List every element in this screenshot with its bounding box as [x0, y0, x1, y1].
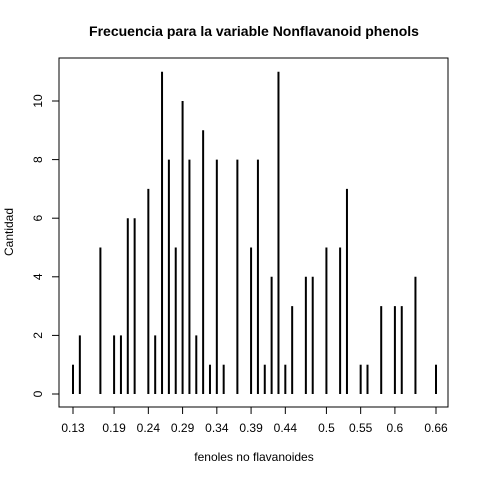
x-tick-label: 0.13 [61, 421, 85, 435]
y-tick-label: 2 [31, 332, 45, 339]
y-tick-label: 0 [31, 390, 45, 397]
x-tick-label: 0.55 [349, 421, 373, 435]
y-tick-label: 8 [31, 156, 45, 163]
x-tick-label: 0.24 [137, 421, 161, 435]
y-tick-label: 4 [31, 273, 45, 280]
y-axis: 0 2 4 6 8 10 [31, 94, 60, 397]
x-tick-label: 0.5 [318, 421, 335, 435]
y-tick-label: 10 [31, 94, 45, 108]
x-tick-label: 0.44 [274, 421, 298, 435]
x-tick-label: 0.34 [205, 421, 229, 435]
plot-frame [58, 57, 449, 408]
y-axis-label: Cantidad [2, 208, 16, 256]
x-tick-label: 0.19 [102, 421, 126, 435]
y-tick-label: 6 [31, 215, 45, 222]
x-axis: 0.13 0.19 0.24 0.29 0.34 0.39 0.44 0.5 0.55 0.6 0.… [61, 406, 448, 435]
x-axis-label: fenoles no flavanoides [194, 450, 313, 464]
bar-series [72, 71, 437, 394]
x-tick-label: 0.39 [239, 421, 263, 435]
x-tick-label: 0.66 [424, 421, 448, 435]
chart-title: Frecuencia para la variable Nonflavanoid… [89, 23, 419, 39]
x-tick-label: 0.29 [171, 421, 195, 435]
x-tick-label: 0.6 [387, 421, 404, 435]
